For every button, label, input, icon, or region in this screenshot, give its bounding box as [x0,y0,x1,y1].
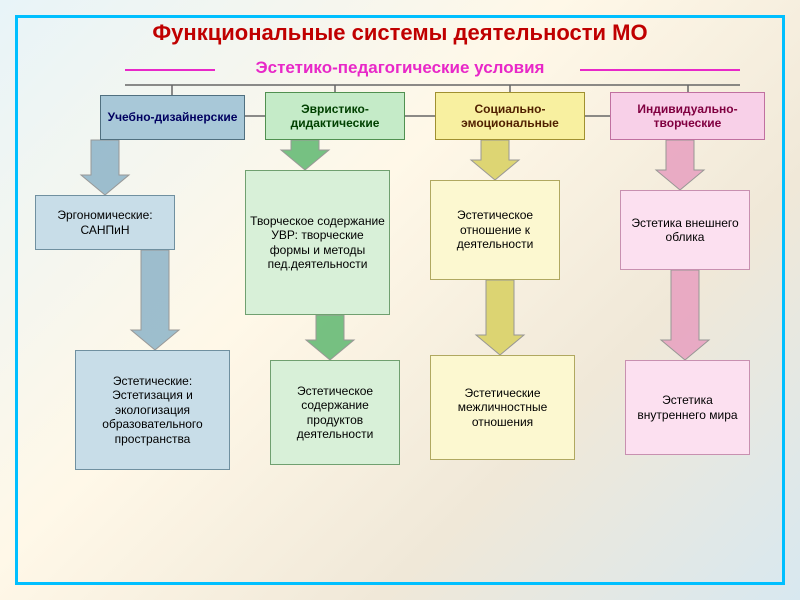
content-box: Эстетическое содержание продуктов деятел… [270,360,400,465]
content-box: Эстетическое отношение к деятельности [430,180,560,280]
content-box: Творческое содержание УВР: творческие фо… [245,170,390,315]
column-header: Учебно-дизайнерские [100,95,245,140]
column-header: Индивидуально-творческие [610,92,765,140]
content-box: Эстетика внутреннего мира [625,360,750,455]
column-header: Социально-эмоциональные [435,92,585,140]
content-box: Эстетические: Эстетизация и экологизация… [75,350,230,470]
content-box: Эстетика внешнего облика [620,190,750,270]
content-box: Эргономические: САНПиН [35,195,175,250]
page-title: Функциональные системы деятельности МО [0,20,800,46]
content-box: Эстетические межличностные отношения [430,355,575,460]
column-header: Эвристико-дидактические [265,92,405,140]
page-subtitle: Эстетико-педагогические условия [0,58,800,78]
